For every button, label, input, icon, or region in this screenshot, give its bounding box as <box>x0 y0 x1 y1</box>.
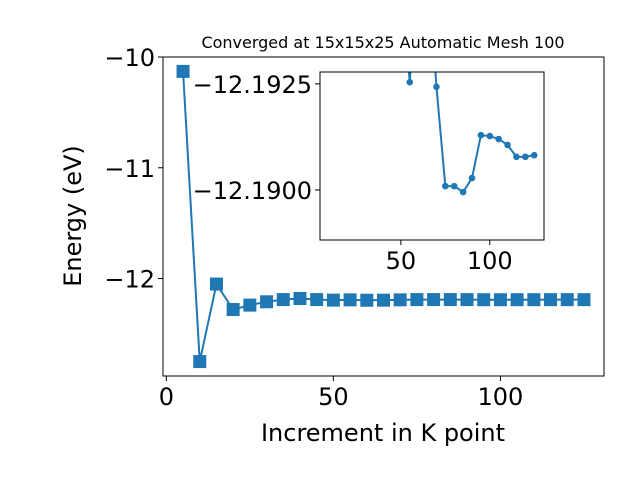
plot-content <box>406 72 538 196</box>
data-point <box>427 293 441 307</box>
data-line <box>407 72 535 194</box>
data-point <box>477 293 491 307</box>
data-point <box>493 293 507 307</box>
data-point <box>560 293 574 307</box>
x-tick-label: 50 <box>318 383 349 411</box>
data-point <box>310 293 324 307</box>
y-tick-label: −10 <box>104 44 155 72</box>
data-point <box>459 188 467 196</box>
y-tick-label: −12.1900 <box>193 177 312 205</box>
plot-content <box>176 64 591 369</box>
data-point <box>209 277 223 291</box>
data-point <box>260 295 274 309</box>
data-point <box>460 293 474 307</box>
data-point <box>544 293 558 307</box>
x-tick-label: 50 <box>386 247 417 275</box>
data-point <box>504 141 511 149</box>
x-tick-label: 100 <box>467 247 513 275</box>
axes-frame <box>162 56 605 377</box>
data-point <box>450 182 458 190</box>
data-point <box>293 291 307 305</box>
data-point <box>326 293 340 307</box>
data-point <box>510 293 524 307</box>
data-point <box>486 132 494 140</box>
data-point <box>410 293 424 307</box>
data-point <box>226 303 240 317</box>
data-point <box>193 355 207 369</box>
y-tick-label: −11 <box>104 155 155 183</box>
data-point <box>527 293 541 307</box>
data-point <box>522 153 529 161</box>
data-point <box>343 293 357 307</box>
x-axis-label: Increment in K point <box>261 419 505 447</box>
data-point <box>243 298 257 312</box>
x-tick-label: 100 <box>478 383 524 411</box>
data-point <box>442 182 449 190</box>
data-point <box>477 131 485 139</box>
x-tick-label: 0 <box>159 383 174 411</box>
data-point <box>406 78 414 86</box>
data-point <box>443 293 457 307</box>
data-point <box>393 293 407 307</box>
data-point <box>360 293 374 307</box>
data-point <box>495 135 502 143</box>
data-point <box>176 64 190 78</box>
data-point <box>577 293 591 307</box>
y-tick-label: −12 <box>104 266 155 294</box>
data-point <box>513 153 520 161</box>
data-point <box>276 293 290 307</box>
chart-title: Converged at 15x15x25 Automatic Mesh 100 <box>201 33 564 52</box>
data-point <box>530 151 538 159</box>
y-tick-label: −12.1925 <box>193 71 312 99</box>
y-axis-label: Energy (eV) <box>59 145 87 287</box>
data-point <box>377 293 390 307</box>
data-point <box>468 174 476 182</box>
axes-frame <box>319 71 545 241</box>
plot-area <box>320 72 544 240</box>
data-point <box>433 83 440 91</box>
